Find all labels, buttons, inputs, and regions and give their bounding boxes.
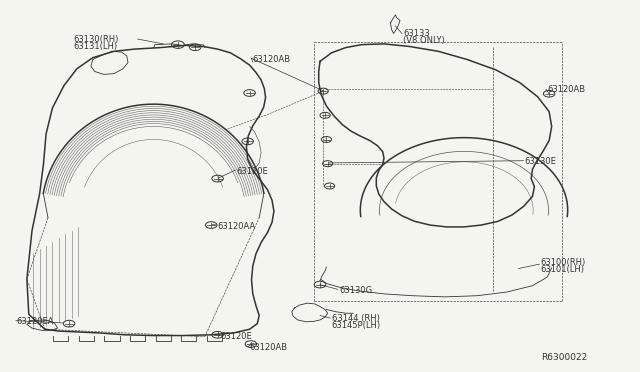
Text: 63144 (RH): 63144 (RH) [332, 314, 380, 323]
Text: 63101(LH): 63101(LH) [541, 265, 585, 274]
Text: 63120AA: 63120AA [218, 222, 256, 231]
Text: 63120EA: 63120EA [16, 317, 54, 326]
Text: 63133: 63133 [403, 29, 430, 38]
Text: 63130E: 63130E [525, 157, 557, 166]
Text: 63120AB: 63120AB [250, 343, 288, 352]
Text: 63130G: 63130G [339, 286, 372, 295]
Text: 63145P(LH): 63145P(LH) [332, 321, 381, 330]
Text: 63120AB: 63120AB [253, 55, 291, 64]
Text: 63120E: 63120E [221, 332, 253, 341]
Text: 63131(LH): 63131(LH) [74, 42, 118, 51]
Text: 63120AB: 63120AB [547, 85, 586, 94]
Text: (V8 ONLY): (V8 ONLY) [403, 36, 445, 45]
Text: R6300022: R6300022 [541, 353, 587, 362]
Text: 63120E: 63120E [237, 167, 269, 176]
Text: 63130(RH): 63130(RH) [74, 35, 119, 44]
Text: 63100(RH): 63100(RH) [541, 258, 586, 267]
